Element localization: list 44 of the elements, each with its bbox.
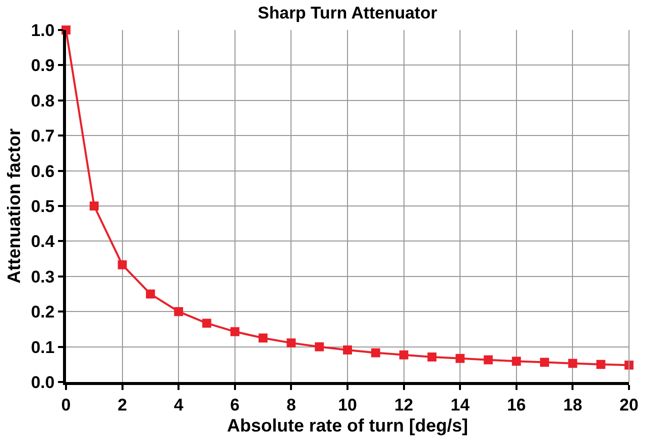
point: [90, 202, 99, 210]
x-tick-label: 12: [394, 395, 414, 414]
y-tick-label: 0.5: [30, 196, 55, 216]
x-tick-label: 4: [174, 395, 184, 414]
point: [484, 355, 493, 364]
x-tick-label: 20: [620, 395, 638, 414]
point: [343, 345, 352, 354]
y-tick-label: 0.9: [30, 56, 55, 76]
x-tick-label: 14: [450, 395, 470, 414]
y-tick-label: 0.2: [30, 302, 55, 322]
x-tick-label: 0: [61, 395, 71, 414]
x-tick-label: 16: [506, 395, 526, 414]
point: [512, 356, 521, 366]
point: [568, 358, 578, 368]
point: [596, 360, 606, 369]
y-tick-label: 0.1: [30, 338, 55, 357]
x-tick-label: 8: [286, 395, 296, 414]
point: [146, 290, 155, 298]
chart-title: Sharp Turn Attenuator: [258, 4, 438, 23]
y-tick-label: 0.3: [30, 267, 55, 286]
y-tick-label: 0.7: [30, 126, 55, 146]
x-tick-label: 10: [338, 395, 357, 414]
x-axis-title: Absolute rate of turn [deg/s]: [226, 416, 468, 436]
y-tick-label: 1.0: [30, 20, 55, 40]
point: [118, 260, 127, 270]
point: [202, 318, 212, 328]
x-tick-label: 6: [230, 395, 240, 414]
y-tick-label: 0.6: [30, 162, 55, 181]
y-tick-label: 0.4: [30, 232, 56, 252]
x-tick-label: 18: [563, 395, 582, 414]
point: [427, 352, 436, 362]
point: [286, 338, 296, 348]
point: [399, 350, 408, 360]
point: [174, 307, 184, 316]
point: [371, 348, 380, 358]
point: [456, 354, 465, 363]
point: [540, 358, 550, 367]
y-tick-label: 0.0: [30, 372, 55, 392]
point: [314, 342, 324, 352]
point: [258, 334, 268, 342]
y-tick-label: 0.8: [30, 91, 55, 110]
x-tick-label: 2: [118, 395, 128, 414]
y-axis-title: Attenuation factor: [4, 128, 24, 284]
point: [230, 327, 240, 336]
